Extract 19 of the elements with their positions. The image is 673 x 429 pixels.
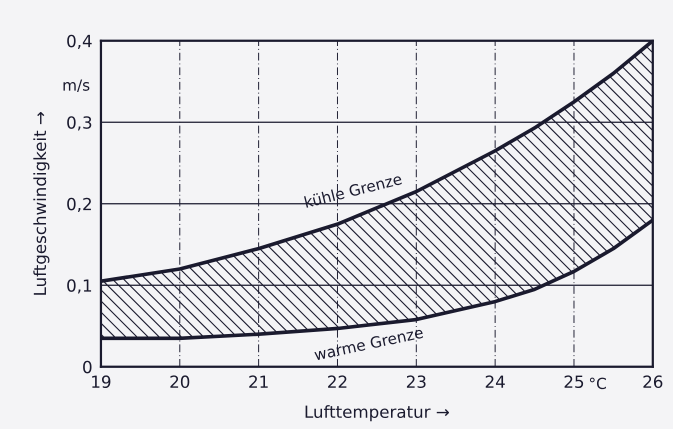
x-tick-label: 26 [643, 375, 662, 388]
x-axis-title: Lufttemperatur → [306, 405, 449, 422]
y-axis-title: Luftgeschwindigkeit → [33, 112, 50, 295]
x-tick-label: 21 [249, 375, 268, 388]
y-tick-label: 0,2 [67, 198, 91, 212]
y-tick-label: 0,1 [67, 279, 92, 294]
x-tick-label: 20 [170, 375, 190, 388]
y-tick-label: 0 [83, 360, 92, 374]
text: °C [590, 378, 606, 390]
text: m/s [64, 79, 90, 92]
x-tick-label: 25 [564, 375, 584, 388]
x-tick-label: 19 [92, 375, 110, 388]
x-tick-label: 22 [328, 375, 346, 388]
y-tick-label: 0,4 [67, 34, 92, 50]
text: warme Grenze [314, 326, 424, 361]
x-tick-label: 24 [486, 375, 505, 388]
text: kühle Grenze [304, 172, 402, 208]
y-tick-label: 0,3 [67, 116, 92, 131]
x-tick-label: 23 [406, 375, 426, 388]
